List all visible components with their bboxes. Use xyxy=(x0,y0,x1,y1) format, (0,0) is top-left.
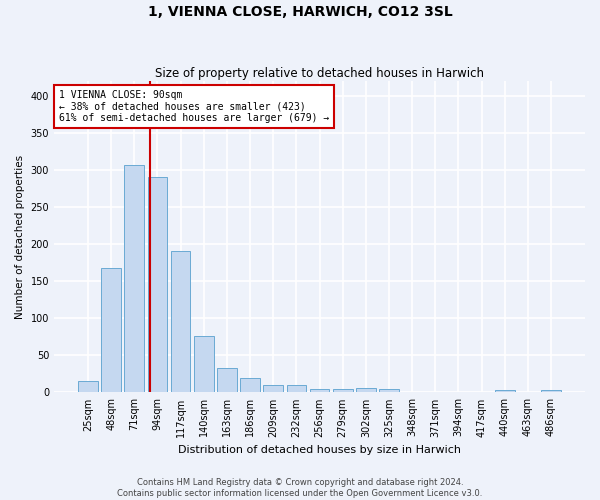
X-axis label: Distribution of detached houses by size in Harwich: Distribution of detached houses by size … xyxy=(178,445,461,455)
Bar xyxy=(495,390,515,392)
Bar xyxy=(310,388,329,392)
Bar xyxy=(541,390,561,392)
Title: Size of property relative to detached houses in Harwich: Size of property relative to detached ho… xyxy=(155,66,484,80)
Bar xyxy=(263,385,283,392)
Bar xyxy=(194,336,214,392)
Bar xyxy=(124,166,144,392)
Bar xyxy=(78,382,98,392)
Bar xyxy=(148,177,167,392)
Bar xyxy=(333,388,353,392)
Y-axis label: Number of detached properties: Number of detached properties xyxy=(15,154,25,318)
Bar xyxy=(356,388,376,392)
Bar xyxy=(217,368,237,392)
Bar xyxy=(171,252,190,392)
Bar xyxy=(379,388,399,392)
Text: 1 VIENNA CLOSE: 90sqm
← 38% of detached houses are smaller (423)
61% of semi-det: 1 VIENNA CLOSE: 90sqm ← 38% of detached … xyxy=(59,90,329,123)
Bar xyxy=(287,385,306,392)
Text: Contains HM Land Registry data © Crown copyright and database right 2024.
Contai: Contains HM Land Registry data © Crown c… xyxy=(118,478,482,498)
Bar xyxy=(101,268,121,392)
Text: 1, VIENNA CLOSE, HARWICH, CO12 3SL: 1, VIENNA CLOSE, HARWICH, CO12 3SL xyxy=(148,5,452,19)
Bar xyxy=(240,378,260,392)
